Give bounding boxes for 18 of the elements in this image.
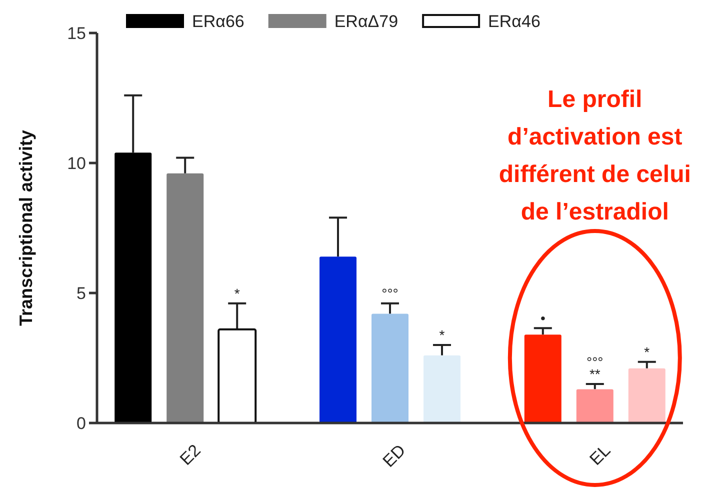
y-tick-label: 5 <box>76 284 86 303</box>
data-label: * <box>644 344 650 360</box>
x-tick-label: EL <box>586 440 614 469</box>
data-label: °°° ** <box>586 354 604 382</box>
x-tick-label: ED <box>379 440 410 471</box>
y-tick-label: 15 <box>67 24 86 43</box>
legend-label: ERα66 <box>192 12 244 32</box>
data-label: • <box>540 310 546 326</box>
data-label: * <box>234 285 240 302</box>
y-tick-label: 10 <box>67 154 86 173</box>
y-tick-label: 0 <box>76 414 86 433</box>
data-label: * <box>439 327 446 343</box>
y-axis-title: Transcriptional activity <box>16 130 36 326</box>
legend-label: ERαΔ79 <box>334 12 398 32</box>
annotation: Le profil d’activation est différent de celui de l’estradiol <box>498 86 691 226</box>
x-tick-label: E2 <box>176 440 204 469</box>
legend-label: ERα46 <box>488 12 540 32</box>
data-label: °°° <box>382 285 398 302</box>
